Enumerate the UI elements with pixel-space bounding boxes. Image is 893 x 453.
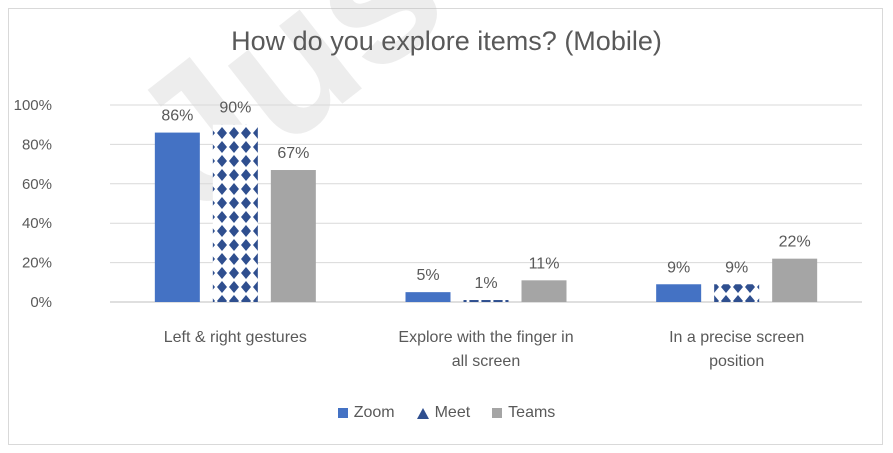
data-label: 67% bbox=[277, 145, 309, 162]
chart-frame bbox=[8, 8, 883, 445]
legend-item-zoom: Zoom bbox=[337, 404, 395, 422]
y-tick-label: 0% bbox=[30, 294, 52, 311]
chart-title: How do you explore items? (Mobile) bbox=[231, 26, 662, 56]
legend-swatch-teams bbox=[492, 408, 503, 418]
bar-teams bbox=[772, 258, 818, 302]
data-label: 9% bbox=[725, 259, 748, 276]
data-label: 5% bbox=[416, 267, 439, 284]
x-category-label: Left & right gestures bbox=[164, 329, 307, 346]
bar-zoom bbox=[656, 284, 702, 302]
data-label: 9% bbox=[667, 259, 690, 276]
legend-item-meet: Meet bbox=[416, 404, 471, 422]
legend: Zoom Meet Teams bbox=[0, 404, 893, 422]
legend-label-teams: Teams bbox=[508, 404, 556, 421]
y-tick-label: 20% bbox=[22, 255, 52, 272]
bar-meet bbox=[714, 284, 760, 302]
legend-label-meet: Meet bbox=[434, 404, 471, 421]
bar-teams bbox=[521, 280, 567, 302]
legend-item-teams: Teams bbox=[492, 404, 555, 422]
x-category-label: Explore with the finger in bbox=[398, 329, 573, 346]
bar-zoom bbox=[405, 292, 451, 302]
bar-meet bbox=[463, 300, 509, 302]
x-category-label: In a precise screen bbox=[669, 329, 804, 346]
bar-meet bbox=[212, 124, 258, 302]
y-tick-label: 60% bbox=[22, 176, 52, 193]
data-label: 86% bbox=[161, 108, 193, 125]
y-tick-label: 80% bbox=[22, 136, 52, 153]
data-label: 11% bbox=[529, 255, 560, 272]
bar-teams bbox=[270, 170, 316, 302]
legend-swatch-zoom bbox=[337, 408, 348, 418]
x-category-label: position bbox=[709, 353, 764, 370]
y-tick-label: 40% bbox=[22, 215, 52, 232]
legend-label-zoom: Zoom bbox=[353, 404, 395, 421]
data-label: 1% bbox=[474, 275, 497, 292]
x-category-label: all screen bbox=[452, 353, 520, 370]
legend-swatch-meet bbox=[416, 407, 429, 419]
bar-zoom bbox=[154, 132, 200, 302]
data-label: 22% bbox=[779, 234, 811, 251]
data-label: 90% bbox=[219, 100, 251, 117]
y-tick-label: 100% bbox=[14, 97, 52, 114]
